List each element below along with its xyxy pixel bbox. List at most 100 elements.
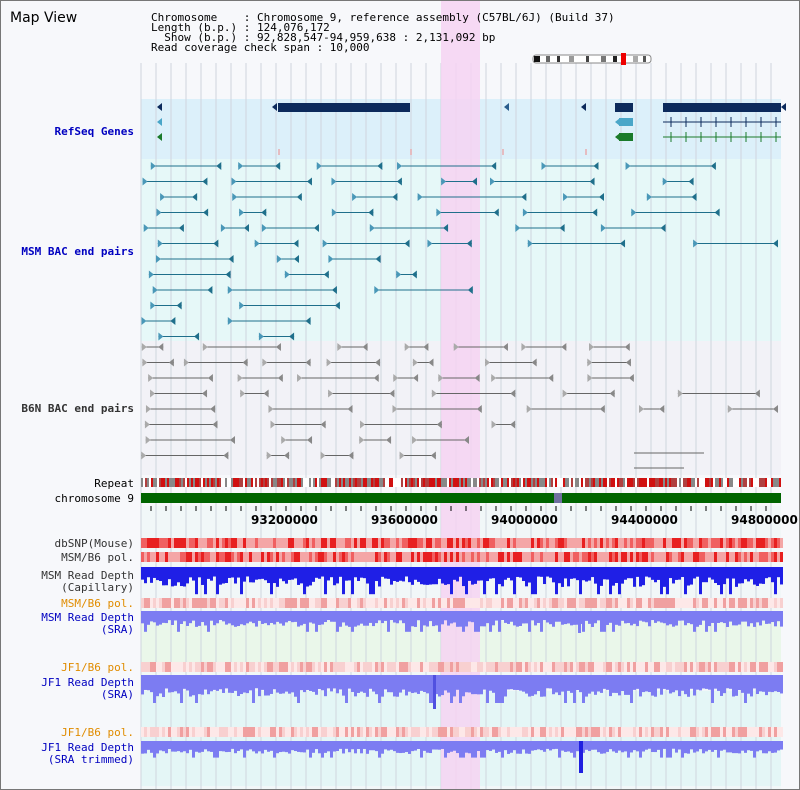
heat-cell [462, 598, 465, 608]
heat-cell [165, 552, 168, 562]
heat-cell [567, 538, 570, 548]
heat-cell [192, 598, 195, 608]
heat-cell [243, 538, 246, 548]
heat-cell [720, 598, 723, 608]
heat-cell [699, 727, 702, 737]
heat-cell [699, 662, 702, 672]
ideogram-band [643, 56, 646, 62]
depth-bar [525, 567, 528, 587]
bac-end [331, 286, 337, 294]
heat-cell [732, 727, 735, 737]
repeat-bar [201, 478, 203, 487]
heat-cell [492, 662, 495, 672]
heat-cell [777, 552, 780, 562]
heat-cell [555, 538, 558, 548]
heat-cell [636, 727, 639, 737]
heat-cell [777, 598, 780, 608]
depth-bar [426, 675, 429, 694]
heat-cell [528, 662, 531, 672]
heat-cell [222, 538, 225, 548]
repeat-bar [537, 478, 539, 487]
repeat-bar [307, 478, 309, 487]
heat-cell [432, 538, 435, 548]
heat-cell [618, 727, 621, 737]
depth-bar [330, 611, 333, 622]
depth-bar [774, 567, 777, 595]
bac-end [212, 420, 218, 429]
depth-bar [615, 741, 618, 753]
heat-cell [501, 538, 504, 548]
heat-cell [702, 662, 705, 672]
bac-end [625, 162, 631, 170]
depth-bar [186, 741, 189, 754]
repeat-bar [597, 478, 599, 487]
heat-cell [405, 727, 408, 737]
heat-cell [552, 538, 555, 548]
heat-cell [279, 727, 282, 737]
depth-bar [642, 741, 645, 752]
heat-cell [639, 727, 642, 737]
heat-cell [162, 538, 165, 548]
depth-bar [654, 675, 657, 697]
heat-cell [300, 552, 303, 562]
heat-cell [381, 552, 384, 562]
depth-bar [477, 611, 480, 632]
heat-cell [732, 598, 735, 608]
depth-bar [291, 611, 294, 623]
heat-cell [471, 727, 474, 737]
heat-cell [444, 598, 447, 608]
heat-cell [447, 552, 450, 562]
heat-cell [387, 662, 390, 672]
heat-cell [549, 538, 552, 548]
track-label-refseq[interactable]: RefSeq Genes [54, 125, 134, 138]
heat-cell [714, 552, 717, 562]
bac-end [491, 374, 497, 382]
heat-cell [780, 598, 783, 608]
heat-cell [726, 727, 729, 737]
depth-bar [501, 611, 504, 620]
heat-cell [216, 538, 219, 548]
heat-cell [546, 662, 549, 672]
heat-cell [618, 538, 621, 548]
bac-end [176, 301, 182, 310]
heat-cell [429, 727, 432, 737]
track-label-b6n-bac[interactable]: B6N BAC end pairs [21, 402, 134, 415]
heat-cell [369, 552, 372, 562]
depth-bar [312, 611, 315, 624]
bac-end [522, 208, 528, 217]
bac-end [404, 343, 410, 351]
heat-cell [507, 662, 510, 672]
repeat-bar [171, 478, 173, 487]
repeat-bar [515, 478, 517, 487]
heat-cell [576, 538, 579, 548]
heat-cell [498, 552, 501, 562]
bac-end [326, 358, 332, 367]
repeat-bar [753, 478, 755, 487]
heat-cell [198, 552, 201, 562]
repeat-bar [451, 478, 453, 487]
heat-cell [258, 552, 261, 562]
heat-cell [645, 662, 648, 672]
depth-bar [183, 675, 186, 689]
heat-cell [714, 538, 717, 548]
heat-cell [777, 538, 780, 548]
gene-arrow [157, 133, 162, 141]
depth-bar [237, 611, 240, 627]
heat-cell [453, 727, 456, 737]
bac-end [281, 436, 287, 444]
heat-cell [468, 538, 471, 548]
heat-cell [486, 727, 489, 737]
heat-cell [258, 662, 261, 672]
track-label-msm-bac[interactable]: MSM BAC end pairs [21, 245, 134, 258]
depth-bar [387, 567, 390, 579]
heat-cell [714, 662, 717, 672]
heat-cell [681, 662, 684, 672]
bac-end [239, 301, 245, 310]
heat-cell [222, 552, 225, 562]
heat-cell [159, 598, 162, 608]
heat-cell [522, 662, 525, 672]
heat-cell [480, 727, 483, 737]
repeat-bar [585, 478, 587, 487]
heat-cell [360, 538, 363, 548]
